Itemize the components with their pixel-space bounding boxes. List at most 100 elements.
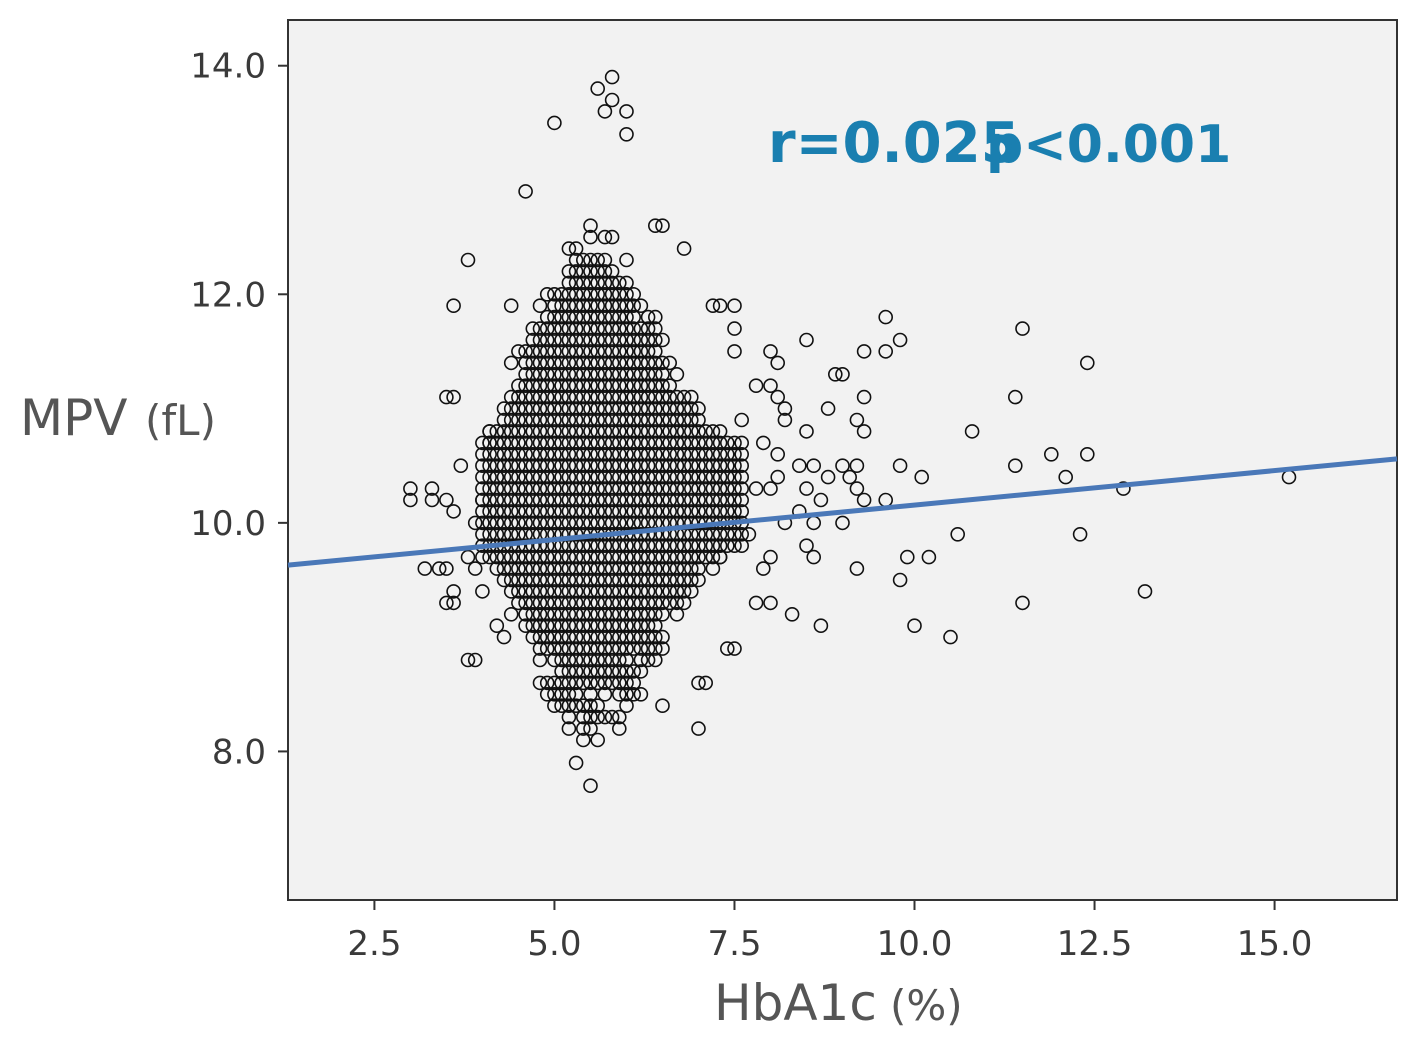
data-point (496, 492, 512, 508)
data-point (496, 561, 512, 576)
data-point (640, 538, 656, 554)
data-point (532, 458, 548, 474)
data-point (727, 504, 742, 519)
data-point (525, 629, 541, 645)
data-point (1137, 584, 1153, 599)
data-point (532, 595, 548, 611)
data-point (640, 309, 656, 325)
data-point (633, 686, 649, 702)
data-point (705, 549, 721, 565)
data-point (698, 446, 714, 462)
data-point (482, 549, 497, 565)
data-point (539, 629, 555, 645)
data-point (554, 424, 569, 439)
data-point (583, 275, 598, 291)
data-point (611, 366, 627, 382)
data-point (597, 435, 613, 451)
data-point (561, 504, 577, 519)
data-point (554, 389, 569, 405)
data-point (547, 366, 562, 382)
data-point (626, 321, 642, 336)
data-point (662, 469, 678, 485)
data-point (640, 401, 656, 416)
data-point (539, 492, 555, 508)
data-point (914, 469, 930, 485)
data-point (640, 504, 656, 519)
data-point (597, 389, 613, 405)
data-point (489, 469, 505, 485)
data-point (849, 561, 865, 576)
data-point (554, 595, 569, 611)
data-point (597, 401, 613, 416)
data-point (597, 412, 613, 428)
data-point (597, 606, 613, 622)
data-point (525, 378, 541, 394)
data-point (849, 481, 865, 496)
data-point (597, 481, 613, 496)
y-axis: 8.0 10.0 12.0 14.0 (190, 47, 288, 772)
data-point (705, 526, 721, 542)
x-tick-label: 5.0 (527, 924, 581, 964)
data-point (554, 412, 569, 428)
data-point (475, 504, 490, 519)
data-point (568, 606, 584, 622)
data-point (849, 458, 865, 474)
data-point (662, 584, 678, 599)
data-point (856, 344, 872, 359)
data-point (676, 401, 692, 416)
data-point (597, 229, 613, 245)
data-point (734, 412, 750, 428)
data-point (799, 424, 814, 439)
data-point (705, 424, 721, 439)
data-point (655, 549, 670, 565)
data-point (561, 412, 577, 428)
data-point (532, 298, 548, 314)
data-point (575, 252, 591, 268)
data-point (691, 549, 706, 565)
data-point (719, 458, 735, 474)
data-point (676, 446, 692, 462)
data-point (583, 309, 598, 325)
data-point (611, 595, 627, 611)
data-point (619, 629, 634, 645)
data-point (539, 561, 555, 576)
data-point (662, 401, 678, 416)
data-point (575, 435, 591, 451)
data-point (532, 401, 548, 416)
data-point (568, 458, 584, 474)
data-point (611, 641, 627, 656)
data-point (547, 595, 562, 611)
data-point (583, 778, 598, 794)
data-point (604, 344, 620, 359)
data-point (604, 652, 620, 668)
data-point (554, 344, 569, 359)
data-point (475, 492, 490, 508)
data-point (784, 606, 800, 622)
data-point (554, 378, 569, 394)
data-point (669, 389, 685, 405)
data-point (503, 572, 519, 588)
data-point (561, 332, 577, 348)
data-point (547, 492, 562, 508)
data-point (691, 561, 706, 576)
data-point (511, 561, 526, 576)
data-point (561, 378, 577, 394)
data-point (568, 686, 584, 702)
data-point (539, 309, 555, 325)
data-point (626, 298, 642, 314)
data-point (698, 492, 714, 508)
data-point (496, 572, 512, 588)
data-point (532, 618, 548, 634)
data-point (597, 366, 613, 382)
data-point (655, 424, 670, 439)
data-point (568, 515, 584, 531)
data-point (554, 698, 569, 714)
data-point (669, 549, 685, 565)
data-point (640, 595, 656, 611)
data-point (568, 321, 584, 336)
data-point (568, 595, 584, 611)
data-point (626, 344, 642, 359)
data-point (583, 458, 598, 474)
data-point (611, 606, 627, 622)
x-axis: 2.5 5.0 7.5 10.0 12.5 15.0 (347, 900, 1312, 964)
